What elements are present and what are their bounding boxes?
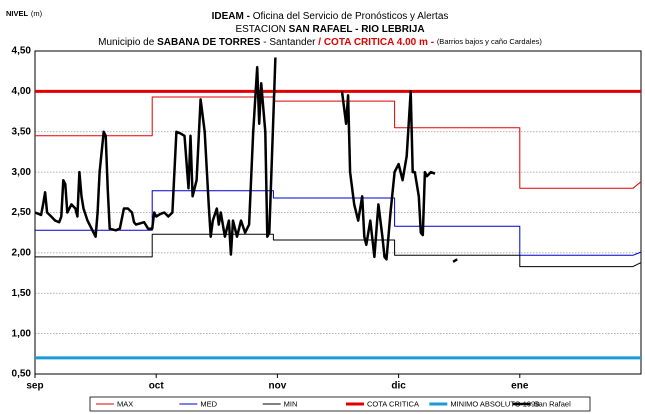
y-label-part: (m) <box>31 9 43 18</box>
x-tick-label: ene <box>511 381 529 392</box>
title-part: Oficina del Servicio de Pronósticos y Al… <box>253 11 449 22</box>
subtitle-part: / <box>318 37 321 48</box>
y-tick-label: 3,00 <box>12 167 32 178</box>
series-line <box>34 57 458 263</box>
y-tick-label: 2,50 <box>12 207 32 218</box>
legend-label: MAX <box>117 399 133 408</box>
y-label-part: NIVEL <box>6 9 29 18</box>
series-line <box>35 190 642 256</box>
legend-box <box>89 396 591 412</box>
x-tick-label: nov <box>269 381 287 392</box>
title-part: IDEAM - <box>212 11 250 22</box>
legend-label: COTA CRITICA <box>367 399 419 408</box>
subtitle-part: COTA CRITICA 4.00 m - <box>324 37 434 48</box>
subtitle-part: SAN RAFAEL - RIO LEBRIJA <box>289 24 425 35</box>
y-tick-label: 1,00 <box>12 328 32 339</box>
x-tick-label: oct <box>149 381 165 392</box>
y-tick-label: 2,00 <box>12 248 32 259</box>
legend-label: MIN <box>284 399 298 408</box>
subtitle-part: ESTACION <box>235 24 285 35</box>
legend-label: San Rafael <box>534 399 571 408</box>
legend-label: MINIMO ABSOLUTO 1998 <box>450 399 539 408</box>
chart-title: IDEAM - Oficina del Servicio de Pronósti… <box>212 11 449 22</box>
y-tick-label: 0,50 <box>12 369 32 380</box>
series-line <box>35 233 642 268</box>
y-axis-label: NIVEL (m) <box>6 9 43 20</box>
legend-label: MED <box>200 399 217 408</box>
y-tick-label: 1,50 <box>12 288 32 299</box>
subtitle-part: SABANA DE TORRES <box>157 37 261 48</box>
chart-subtitle: ESTACION SAN RAFAEL - RIO LEBRIJA <box>235 24 424 35</box>
y-tick-label: 3,50 <box>12 126 32 137</box>
subtitle-part: Municipio de <box>98 37 155 48</box>
y-tick-label: 4,00 <box>12 86 32 97</box>
subtitle-part: (Barrios bajos y caño Cardales) <box>437 37 543 46</box>
subtitle-part: - Santander <box>263 37 316 48</box>
x-tick-label: sep <box>26 381 43 392</box>
chart-subtitle2: Municipio de SABANA DE TORRES - Santande… <box>98 37 542 48</box>
y-tick-label: 4,50 <box>12 46 32 57</box>
series-line <box>35 96 642 189</box>
x-tick-label: dic <box>391 381 406 392</box>
